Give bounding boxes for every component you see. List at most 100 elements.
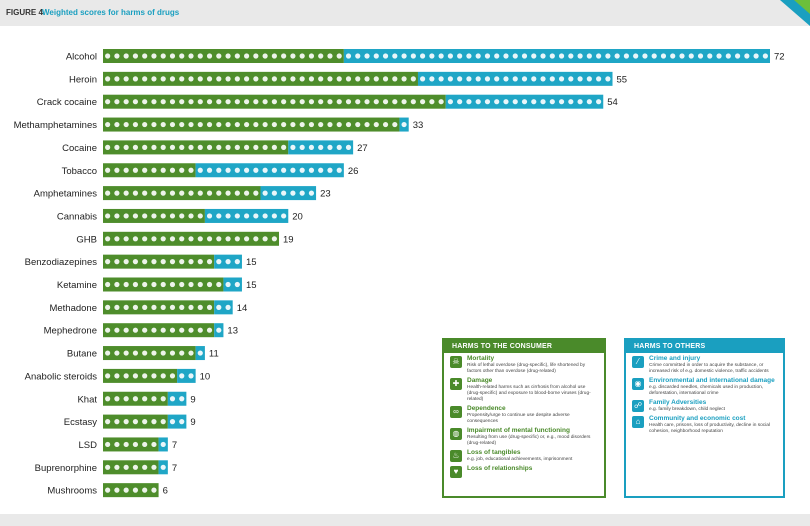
category-label-mephedrone: Mephedrone [44, 326, 97, 337]
legend-others: HARMS TO OTHERS ⁄ Crime and injury Crime c… [624, 338, 785, 498]
skull-icon: ☠ [450, 356, 462, 368]
legend-others-heading: HARMS TO OTHERS [626, 340, 783, 353]
legend-item-desc: e.g. job, educational achievements, impr… [467, 457, 573, 462]
category-label-methamphetamines: Methamphetamines [14, 120, 98, 131]
legend-item-crime-and-injury: ⁄ Crime and injury Crime committed in orde… [626, 353, 783, 375]
legend-item-desc: Resulting from use (drug-specific) or, e… [467, 435, 591, 446]
legend-item-desc: Risk of lethal overdose (drug-specific),… [467, 363, 586, 374]
globe-icon: ◉ [632, 378, 644, 390]
bar-others-alcohol [343, 49, 770, 63]
figure-header-bar: FIGURE 4 Weighted scores for harms of dr… [0, 0, 810, 26]
category-label-alcohol: Alcohol [66, 52, 97, 63]
category-label-cocaine: Cocaine [62, 143, 97, 154]
bar-unit-icons-lsd [105, 441, 166, 448]
bar-consumer-buprenorphine [103, 460, 159, 475]
legend-item-community-and-economic-cost: ⌂ Community and economic cost Health care,… [626, 413, 783, 435]
total-label-mushrooms: 6 [163, 486, 168, 497]
legend-item-desc: Health care, prisons, loss of productivi… [649, 423, 770, 434]
total-label-khat: 9 [190, 394, 195, 405]
brain-icon: ◍ [450, 428, 462, 440]
category-label-tobacco: Tobacco [62, 166, 97, 177]
legend-item-loss-of-tangibles: ♨ Loss of tangibles e.g. job, educational … [444, 447, 604, 463]
legend-consumer-heading: HARMS TO THE CONSUMER [444, 340, 604, 353]
legend-item-text: Impairment of mental functioning Resultin… [467, 427, 598, 447]
total-label-tobacco: 26 [348, 166, 359, 177]
legend-consumer: HARMS TO THE CONSUMER ☠ Mortality Risk of … [442, 338, 606, 498]
bar-unit-icons-alcohol [105, 53, 768, 59]
bar-others-amphetamines [260, 186, 317, 201]
total-label-cocaine: 27 [357, 143, 368, 154]
figure-title: Weighted scores for harms of drugs [42, 8, 180, 17]
bar-others-ecstasy [167, 414, 187, 429]
bar-unit-icons-mephedrone [105, 327, 222, 333]
bar-unit-icons-ghb [105, 236, 277, 242]
bar-unit-icons-methamphetamines [105, 121, 407, 128]
category-label-anabolic-steroids: Anabolic steroids [25, 371, 98, 382]
total-label-heroin: 55 [617, 74, 628, 85]
legend-item-loss-of-relationships: ♥ Loss of relationships [444, 463, 604, 478]
legend-item-name: Community and economic cost [649, 415, 746, 422]
bar-consumer-methamphetamines [103, 117, 400, 132]
bar-consumer-tobacco [103, 163, 196, 178]
legend-item-name: Loss of tangibles [467, 449, 521, 456]
bar-consumer-methadone [103, 300, 215, 315]
bar-unit-icons-tobacco [105, 167, 342, 173]
total-label-buprenorphine: 7 [172, 463, 177, 474]
legend-item-name: Impairment of mental functioning [467, 427, 570, 434]
legend-item-impairment-of-mental-functioning: ◍ Impairment of mental functioning Resulti… [444, 425, 604, 447]
legend-item-text: Damage Health-related harms such as cirrh… [467, 377, 598, 403]
bar-unit-icons-benzodiazepines [105, 259, 240, 265]
bar-consumer-alcohol [103, 49, 344, 63]
category-label-ghb: GHB [76, 234, 97, 245]
legend-consumer-items: ☠ Mortality Risk of lethal overdose (drug-… [444, 353, 604, 478]
flame-icon: ♨ [450, 450, 462, 462]
total-label-amphetamines: 23 [320, 189, 331, 200]
category-label-crack-cocaine: Crack cocaine [37, 97, 97, 108]
category-label-ketamine: Ketamine [57, 280, 97, 291]
bar-unit-icons-amphetamines [105, 190, 315, 196]
legend-item-text: Dependence Propensity/urge to continue us… [467, 405, 598, 425]
knife-icon: ⁄ [632, 356, 644, 368]
bar-unit-icons-mushrooms [105, 487, 157, 493]
total-label-lsd: 7 [172, 440, 177, 451]
total-label-ketamine: 15 [246, 280, 257, 291]
legend-item-desc: e.g. family breakdown, child neglect [649, 407, 725, 412]
legend-item-desc: Propensity/urge to continue use despite … [467, 413, 570, 424]
bar-consumer-cocaine [103, 140, 289, 155]
legend-item-name: Family Adversities [649, 399, 707, 406]
legend-item-text: Environmental and international damage e.… [649, 377, 777, 397]
total-label-crack-cocaine: 54 [607, 97, 618, 108]
category-label-cannabis: Cannabis [57, 211, 97, 222]
bar-unit-icons-heroin [105, 76, 611, 82]
category-label-heroin: Heroin [69, 74, 97, 85]
legend-item-name: Environmental and international damage [649, 377, 775, 384]
bar-consumer-butane [103, 346, 196, 361]
legend-item-mortality: ☠ Mortality Risk of lethal overdose (drug-… [444, 353, 604, 375]
bar-others-methadone [214, 300, 233, 315]
legend-item-desc: e.g. discarded needles, chemicals used i… [649, 385, 764, 396]
category-label-mushrooms: Mushrooms [47, 486, 97, 497]
bar-others-khat [167, 391, 187, 406]
bar-consumer-mushrooms [103, 483, 159, 498]
bar-unit-icons-anabolic-steroids [105, 373, 194, 379]
total-label-benzodiazepines: 15 [246, 257, 257, 268]
legend-item-dependence: ∞ Dependence Propensity/urge to continue u… [444, 403, 604, 425]
figure-footer-bar [0, 514, 810, 526]
broken-heart-icon: ♥ [450, 466, 462, 478]
legend-item-family-adversities: ☍ Family Adversities e.g. family breakdown… [626, 397, 783, 413]
bar-others-tobacco [195, 163, 344, 178]
category-label-buprenorphine: Buprenorphine [35, 463, 97, 474]
legend-item-name: Mortality [467, 355, 495, 362]
bar-unit-icons-cocaine [105, 144, 352, 150]
category-label-methadone: Methadone [49, 303, 97, 314]
damage-icon: ✚ [450, 378, 462, 390]
bar-unit-icons-ketamine [105, 281, 240, 288]
total-label-ecstasy: 9 [190, 417, 195, 428]
total-label-anabolic-steroids: 10 [200, 371, 211, 382]
bar-consumer-heroin [103, 71, 418, 86]
legend-item-text: Community and economic cost Health care, … [649, 415, 777, 435]
total-label-cannabis: 20 [292, 211, 303, 222]
category-label-ecstasy: Ecstasy [64, 417, 98, 428]
legend-item-text: Crime and injury Crime committed in order… [649, 355, 777, 375]
